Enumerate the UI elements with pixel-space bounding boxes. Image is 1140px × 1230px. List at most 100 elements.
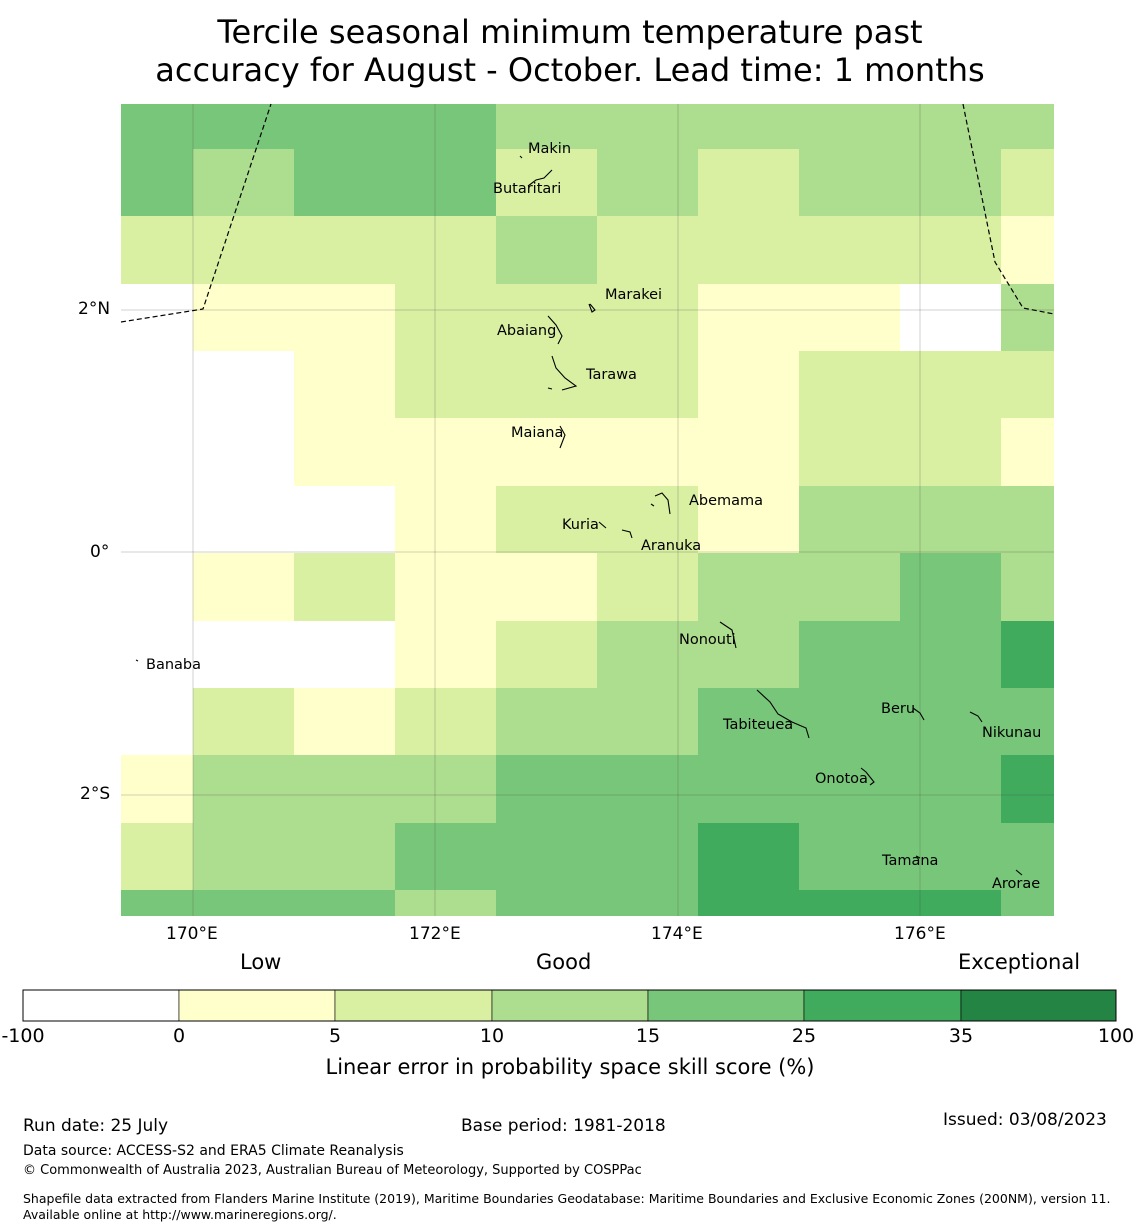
grid-cell (395, 149, 496, 216)
grid-cell (698, 553, 799, 621)
grid-cell (193, 351, 294, 418)
grid-cell (496, 104, 597, 149)
grid-cell (395, 553, 496, 621)
grid-cell (597, 418, 698, 486)
grid-cell (395, 621, 496, 688)
island-label: Maiana (511, 425, 564, 441)
grid-cell (121, 755, 193, 823)
island-label: Abaiang (497, 323, 557, 339)
island-label: Kuria (562, 517, 599, 533)
grid-cell (121, 553, 193, 621)
island-label: Beru (881, 701, 916, 717)
grid-cell (294, 418, 395, 486)
island-outline (559, 425, 566, 449)
grid-cell (193, 890, 294, 916)
grid-cell (193, 688, 294, 755)
island-outline (547, 315, 563, 345)
grid-cell (1001, 553, 1054, 621)
grid-cell (1001, 351, 1054, 418)
grid-cell (900, 553, 1001, 621)
grid-cell (597, 149, 698, 216)
grid-cell (900, 418, 1001, 486)
grid-cell (496, 755, 597, 823)
copyright: © Commonwealth of Australia 2023, Austra… (23, 1163, 642, 1178)
grid-cell (395, 351, 496, 418)
grid-cell (698, 284, 799, 351)
grid-cell (1001, 755, 1054, 823)
island-outline (969, 711, 983, 723)
grid-cell (121, 351, 193, 418)
island-label: Marakei (605, 287, 663, 303)
colorbar-tick-label: 35 (948, 1025, 974, 1047)
grid-cell (395, 104, 496, 149)
grid-cell (799, 890, 900, 916)
colorbar-bin (960, 989, 1117, 1022)
grid-cell (193, 418, 294, 486)
grid-cell (597, 621, 698, 688)
grid-cell (496, 418, 597, 486)
grid-cell (597, 823, 698, 890)
grid-cell (496, 216, 597, 284)
eez-boundary (120, 103, 272, 323)
island-outline (598, 521, 607, 529)
grid-cell (799, 149, 900, 216)
grid-cell (294, 104, 395, 149)
grid-cell (395, 418, 496, 486)
grid-cell (799, 755, 900, 823)
grid-cell (496, 823, 597, 890)
y-tick-label: 2°S (80, 784, 111, 804)
island-outline (650, 492, 671, 515)
island-outline (527, 169, 553, 187)
island-outline (860, 767, 875, 786)
x-tick-label: 172°E (409, 924, 461, 944)
grid-cell (698, 890, 799, 916)
island-label: Tarawa (586, 367, 637, 383)
grid-cell (597, 351, 698, 418)
grid-cell (597, 104, 698, 149)
colorbar-bin (178, 989, 336, 1022)
grid-cell (698, 216, 799, 284)
grid-cell (597, 890, 698, 916)
grid-cell (799, 216, 900, 284)
island-outline (1015, 869, 1023, 876)
island-label: Butaritari (493, 181, 562, 197)
island-label: Nonouti (679, 632, 736, 648)
y-tick-label: 0° (90, 542, 110, 562)
grid-cell (1001, 149, 1054, 216)
colorbar-tick-label: 15 (635, 1025, 661, 1047)
colorbar-bin (491, 989, 649, 1022)
base-period: Base period: 1981-2018 (461, 1116, 666, 1136)
x-tick-label: 170°E (166, 924, 218, 944)
grid-cell (900, 284, 1001, 351)
island-outline (621, 529, 633, 539)
grid-cell (496, 688, 597, 755)
grid-cell (698, 823, 799, 890)
grid-cell (294, 755, 395, 823)
grid-cell (496, 284, 597, 351)
grid-cell (121, 104, 193, 149)
island-label: Arorae (992, 876, 1041, 892)
grid-cell (799, 284, 900, 351)
colorbar-bin (22, 989, 180, 1022)
grid-cell (799, 418, 900, 486)
colorbar-tick-label: 10 (479, 1025, 505, 1047)
grid-cell (900, 755, 1001, 823)
grid-cell (121, 486, 193, 553)
grid-cell (294, 284, 395, 351)
grid-cell (193, 104, 294, 149)
grid-cell (193, 755, 294, 823)
data-source: Data source: ACCESS-S2 and ERA5 Climate … (23, 1143, 404, 1159)
island-label: Banaba (146, 657, 201, 673)
grid-cell (1001, 418, 1054, 486)
island-outline (547, 355, 578, 391)
colorbar-tick-label: 0 (172, 1025, 186, 1047)
grid-cell (395, 688, 496, 755)
island-outline (756, 689, 810, 739)
colorbar-tick-label: -100 (1, 1025, 45, 1047)
grid-cell (395, 890, 496, 916)
grid-cell (395, 755, 496, 823)
grid-cell (799, 553, 900, 621)
grid-cell (698, 755, 799, 823)
grid-cell (121, 890, 193, 916)
grid-cell (496, 351, 597, 418)
